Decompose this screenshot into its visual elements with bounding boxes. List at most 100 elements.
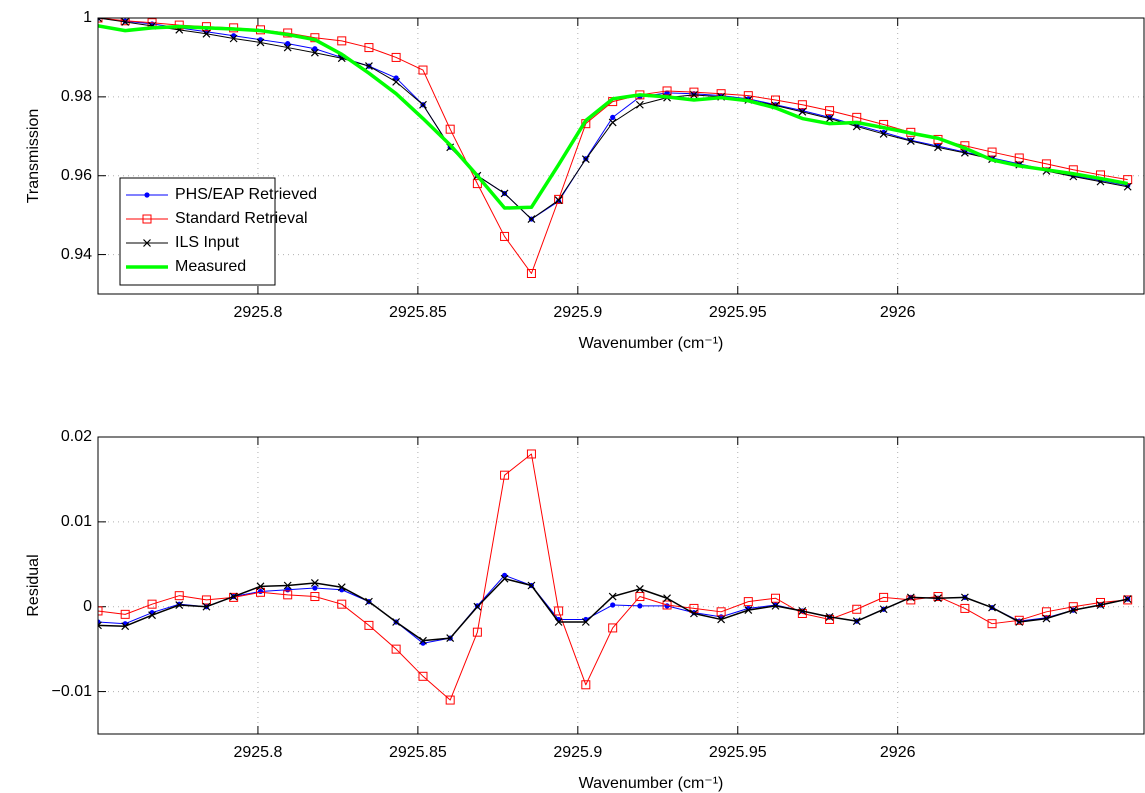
marker-square xyxy=(120,18,130,26)
marker-square xyxy=(987,147,997,157)
marker-x xyxy=(554,196,563,205)
marker-x xyxy=(934,143,942,152)
marker-dot xyxy=(285,41,291,47)
marker-square xyxy=(337,599,347,609)
marker-square xyxy=(608,623,618,633)
marker-x xyxy=(121,18,130,26)
marker-square xyxy=(554,606,564,616)
marker-x xyxy=(202,29,211,38)
x-tick-label: 2926 xyxy=(880,744,916,761)
marker-x xyxy=(202,602,211,611)
marker-square xyxy=(743,597,753,607)
marker-dot xyxy=(312,46,318,52)
marker-x xyxy=(500,574,509,583)
marker-x xyxy=(798,107,807,116)
marker-square xyxy=(987,619,997,629)
marker-x xyxy=(283,581,292,590)
marker-x xyxy=(635,584,644,593)
marker-x xyxy=(690,90,698,99)
marker-square xyxy=(1041,159,1051,169)
marker-x xyxy=(825,114,834,123)
marker-x xyxy=(663,594,671,603)
marker-square xyxy=(147,599,157,609)
marker-x xyxy=(310,579,319,587)
marker-x xyxy=(690,609,698,618)
marker-x xyxy=(554,618,563,626)
marker-x xyxy=(337,583,346,592)
marker-x xyxy=(852,617,861,626)
marker-dot xyxy=(610,602,616,608)
marker-x xyxy=(527,215,536,224)
marker-x xyxy=(1096,601,1105,609)
marker-square xyxy=(337,36,347,46)
marker-square xyxy=(418,671,428,681)
marker-x xyxy=(581,155,590,164)
marker-x xyxy=(229,34,238,43)
marker-square xyxy=(581,680,591,690)
x-tick-label: 2925.95 xyxy=(709,304,767,321)
marker-x xyxy=(906,593,915,602)
marker-x xyxy=(771,601,780,610)
marker-dot xyxy=(312,585,318,591)
marker-x xyxy=(906,137,915,145)
marker-square xyxy=(771,95,781,105)
marker-x xyxy=(1015,618,1024,626)
marker-square xyxy=(364,43,374,53)
series-line xyxy=(98,453,1128,701)
marker-dot xyxy=(257,37,264,43)
x-tick-label: 2925.9 xyxy=(553,304,602,321)
marker-x xyxy=(98,621,102,630)
x-tick-label: 2925.85 xyxy=(389,744,447,761)
x-tick-label: 2925.8 xyxy=(233,744,282,761)
marker-x xyxy=(500,189,509,198)
marker-x xyxy=(365,597,373,606)
marker-x xyxy=(392,77,401,86)
marker-square xyxy=(933,592,943,602)
marker-square xyxy=(825,614,835,624)
axes-box xyxy=(97,17,1145,295)
marker-square xyxy=(1041,607,1051,617)
marker-square xyxy=(310,592,320,602)
marker-x xyxy=(229,592,238,601)
marker-x xyxy=(527,581,536,590)
series-group xyxy=(98,18,1133,278)
marker-square xyxy=(554,194,564,204)
marker-square xyxy=(120,609,130,619)
y-axis-label: Transmission xyxy=(25,109,42,204)
marker-x xyxy=(798,607,807,615)
marker-square xyxy=(1095,597,1105,607)
marker-x xyxy=(608,118,617,127)
y-tick-label: −0.01 xyxy=(52,683,93,700)
y-tick-label: 0.94 xyxy=(61,246,92,263)
marker-square xyxy=(662,600,672,610)
marker-square xyxy=(445,124,455,134)
x-tick-label: 2925.8 xyxy=(233,304,282,321)
plot-area xyxy=(98,437,1144,734)
marker-x xyxy=(879,605,888,614)
marker-dot xyxy=(393,75,399,81)
legend-label: Standard Retrieval xyxy=(175,210,308,227)
marker-x xyxy=(1123,595,1132,604)
marker-x xyxy=(121,622,130,631)
marker-x xyxy=(419,636,427,645)
marker-square xyxy=(960,603,970,613)
legend-label: ILS Input xyxy=(175,234,240,251)
marker-x xyxy=(175,601,184,609)
series-group xyxy=(98,449,1133,705)
marker-x xyxy=(960,593,969,602)
marker-x xyxy=(635,100,644,109)
marker-square xyxy=(391,644,401,654)
marker-square xyxy=(201,595,211,605)
marker-square xyxy=(472,179,482,189)
marker-x xyxy=(419,100,427,109)
axes-box xyxy=(97,436,1145,735)
marker-dot xyxy=(257,588,264,595)
marker-square xyxy=(391,52,401,62)
marker-square xyxy=(174,591,184,601)
marker-square xyxy=(142,214,152,224)
marker-x xyxy=(143,239,151,247)
marker-x xyxy=(283,43,292,52)
marker-dot xyxy=(144,192,150,198)
marker-x xyxy=(1069,606,1078,615)
